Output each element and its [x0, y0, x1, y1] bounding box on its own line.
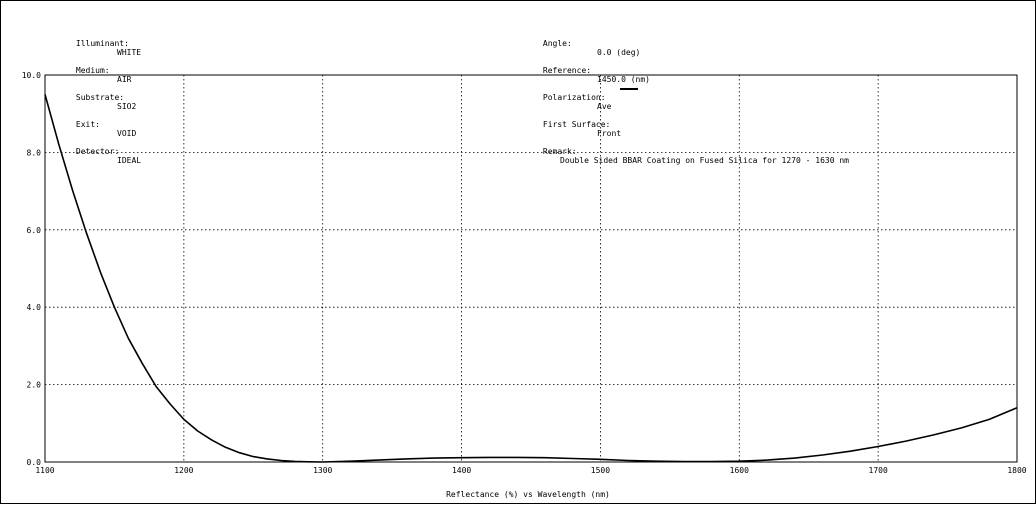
header-right: Angle: 0.0 (deg) Reference: 1450.0 (nm) … — [514, 12, 849, 165]
reference-value: 1450.0 (nm) — [597, 75, 650, 84]
substrate-value: SIO2 — [117, 102, 137, 111]
polarization-key: Polarization: — [542, 93, 606, 102]
detector-key: Detector: — [75, 147, 120, 156]
remark-value: Double Sided BBAR Coating on Fused Silic… — [560, 156, 849, 165]
x-axis-title: Reflectance (%) vs Wavelength (nm) — [446, 490, 610, 499]
axis-layer: 1100 1200 1300 1400 1500 1600 1700 1800 0.0 2.0 4.… — [22, 71, 1027, 475]
exit-value: VOID — [117, 129, 137, 138]
plot-area-border — [44, 74, 1018, 463]
polarization-value: Ave — [597, 102, 612, 111]
substrate-key: Substrate: — [75, 93, 125, 102]
y-tick-label: 4.0 — [27, 303, 42, 312]
x-tick-label: 1100 — [35, 466, 54, 475]
reference-key: Reference: — [542, 66, 592, 75]
illuminant-value: WHITE — [117, 48, 142, 57]
exit-key: Exit: — [75, 120, 100, 129]
y-tick-label: 6.0 — [27, 226, 42, 235]
y-tick-label: 10.0 — [22, 71, 41, 80]
x-tick-label: 1500 — [591, 466, 610, 475]
angle-value: 0.0 (deg) — [597, 48, 641, 57]
legend-line-swatch — [620, 88, 638, 90]
y-tick-label: 0.0 — [27, 458, 42, 467]
illuminant-key: Illuminant: — [75, 39, 129, 48]
x-tick-label: 1700 — [869, 466, 888, 475]
y-tick-label: 8.0 — [27, 148, 42, 157]
medium-value: AIR — [117, 75, 132, 84]
first-surface-key: First Surface: — [542, 120, 611, 129]
x-tick-label: 1300 — [313, 466, 332, 475]
x-tick-label: 1600 — [730, 466, 749, 475]
medium-key: Medium: — [75, 66, 110, 75]
y-tick-label: 2.0 — [27, 381, 42, 390]
series-layer — [44, 94, 1018, 463]
first-surface-value: Front — [597, 129, 622, 138]
series-line-ave — [44, 94, 1018, 463]
remark-key: Remark: — [542, 147, 577, 156]
x-tick-label: 1400 — [452, 466, 471, 475]
x-tick-label: 1800 — [1007, 466, 1026, 475]
detector-value: IDEAL — [117, 156, 142, 165]
angle-key: Angle: — [542, 39, 572, 48]
x-tick-label: 1200 — [174, 466, 193, 475]
grid-layer — [45, 75, 1017, 462]
header-left: Illuminant: WHITE Medium: AIR Substrate:… — [47, 12, 141, 165]
